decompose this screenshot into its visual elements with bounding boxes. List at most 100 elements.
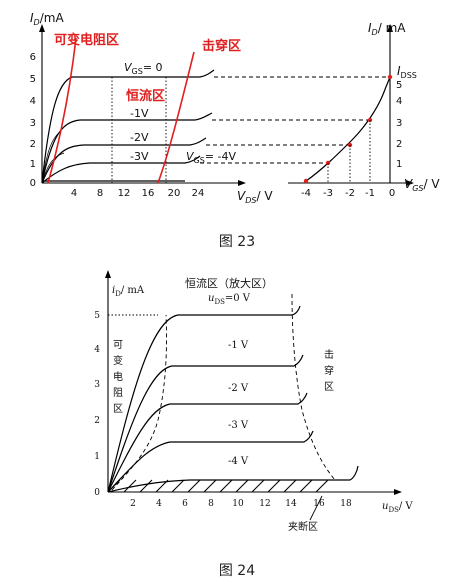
fig23-curve-label-1v: -1V (130, 107, 149, 120)
fig23-left-x-arrow (238, 180, 246, 186)
fig23-right-ylabel: ID/ mA (368, 21, 406, 37)
fig23-curve-label-vgs0: VGS= 0 (124, 61, 163, 76)
fig24-left-region-char: 区 (113, 403, 123, 415)
fig24-left-region-char: 可 (113, 340, 123, 351)
fig23-fine-curve (41, 131, 61, 184)
fig24-xtick: 18 (340, 499, 352, 509)
fig24-xlabel: uDS/ V (382, 501, 413, 514)
fig24-label-uds0: uDS=0 V (208, 293, 251, 306)
fig24-curve-2v (107, 392, 308, 493)
fig24-right-region-char: 击 (324, 349, 334, 361)
fig23-curve-vgs-1 (41, 112, 213, 184)
fig23-left-ytick: 3 (30, 118, 36, 129)
fig23-left-ytick: 0 (30, 178, 36, 189)
fig23-right-y-arrow (387, 24, 393, 32)
fig23-fine-curve (41, 152, 65, 184)
fig23-red-border-breakdown (157, 51, 195, 184)
fig24-curve-label-2v: -2 V (228, 383, 249, 394)
fig23-left-ytick: 4 (30, 96, 36, 107)
fig24-y-arrow (105, 270, 111, 278)
fig23-left-xtick: 4 (71, 188, 77, 199)
fig24: 0 1 2 3 4 5 2 4 6 8 10 12 14 16 18 iD/ m… (94, 270, 413, 533)
fig24-label-constant-current: 恒流区（放大区） (185, 276, 273, 290)
fig23-curve-label-4v: VGS= -4V (186, 150, 236, 165)
fig23-right: -4 -3 -2 -1 0 1 2 3 4 5 IDSS ID/ mA VGS/… (288, 21, 440, 199)
fig24-xtick: 14 (285, 499, 297, 509)
fig23-right-xlabel: VGS/ V (404, 177, 440, 193)
fig23-label-variable-resistance: 可变电阻区 (54, 32, 119, 48)
fig23-left-ylabel: ID/mA (30, 11, 64, 27)
fig24-curve-4v (107, 465, 359, 493)
fig23-left-ytick: 2 (30, 139, 36, 150)
fig24-curve-label-3v: -3 V (228, 420, 249, 431)
fig23-red-border-ohmic (47, 37, 77, 184)
fig23-curve-vgs-2 (41, 137, 207, 184)
fig23-curve-vgs0 (41, 69, 215, 184)
fig23-transfer-curve (305, 76, 391, 182)
fig23-left-xtick: 24 (192, 188, 205, 199)
fig23-left: 0 1 2 3 4 5 6 4 8 12 16 20 24 ID/mA VDS/… (30, 11, 388, 205)
fig24-breakdown-boundary (291, 293, 336, 481)
fig23-curve-label-2v: -2V (130, 131, 149, 144)
fig23-right-ytick: 3 (396, 118, 402, 129)
fig24-ytick: 1 (94, 452, 100, 462)
fig24-xtick: 16 (313, 499, 325, 509)
fig23-right-ytick: 2 (396, 139, 402, 150)
fig24-ytick: 4 (94, 345, 100, 355)
fig23-right-xtick: -3 (323, 188, 333, 199)
fig23-label-breakdown: 击穿区 (202, 38, 241, 54)
fig24-xtick: 4 (156, 499, 162, 509)
fig24-ytick: 3 (94, 380, 100, 390)
fig23-left-y-arrow (39, 24, 45, 32)
fig23-right-ytick: 4 (396, 96, 402, 107)
fig24-left-region-char: 阻 (113, 387, 123, 399)
fig24-xtick: 2 (130, 499, 136, 509)
fig24-x-arrow (394, 489, 402, 495)
fig23-caption: 图 23 (219, 234, 255, 250)
fig24-ytick: 5 (94, 311, 100, 321)
fig23-transfer-point (303, 178, 309, 184)
fig24-pinchoff-boundary (111, 314, 167, 491)
fig23-left-ytick: 1 (30, 159, 36, 170)
fig24-left-region-char: 变 (113, 354, 123, 367)
fig23-right-idss-label: IDSS (397, 64, 417, 80)
fig24-xtick: 6 (182, 499, 188, 509)
fig23-left-ytick: 6 (30, 52, 36, 63)
fig23-left-xlabel: VDS/ V (237, 189, 273, 205)
fig23-right-ytick: 5 (396, 80, 402, 91)
fig23-right-xtick: -4 (301, 188, 311, 199)
fig24-right-region-char: 穿 (324, 364, 334, 377)
fig23-right-xtick: 0 (389, 188, 395, 199)
fig24-left-region-char: 电 (113, 370, 123, 383)
fig23-left-ytick: 5 (30, 74, 36, 85)
fig24-curve-0v (107, 305, 301, 493)
fig23-left-xtick: 16 (142, 188, 155, 199)
fig23-transfer-point (387, 74, 393, 80)
fig24-xtick: 12 (259, 499, 270, 509)
fig24-curve-1v (107, 354, 304, 493)
fig23-left-xtick: 20 (168, 188, 181, 199)
fig24-curve-3v (107, 430, 314, 493)
fig24-curve-label-4v: -4 V (228, 456, 249, 467)
fig24-right-region-char: 区 (324, 381, 334, 393)
fig24-xtick: 8 (208, 499, 214, 509)
fig24-label-pinchoff: 夹断区 (288, 520, 318, 533)
fig24-curve-label-1v: -1 V (228, 340, 249, 351)
fig23-right-ytick: 1 (396, 159, 402, 170)
fig23-curve-label-3v: -3V (130, 150, 149, 163)
fig23-curve-vgs-3 (41, 155, 201, 184)
fig24-pinchoff-pointer (309, 495, 323, 521)
fig24-xtick: 10 (232, 499, 244, 509)
fig24-caption: 图 24 (219, 563, 255, 579)
fig24-ylabel: iD/ mA (112, 285, 145, 298)
fig24-ytick: 2 (94, 416, 100, 426)
fig23-left-xtick: 12 (118, 188, 131, 199)
fig24-ytick: 0 (94, 488, 100, 498)
fig23-right-xtick: -2 (345, 188, 355, 199)
fig24-cutoff-hatch (107, 479, 329, 493)
fig23-right-xtick: -1 (365, 188, 375, 199)
fig23-right-x-arrow (406, 180, 414, 186)
fig23-label-constant-current: 恒流区 (126, 88, 165, 104)
fig23-left-xtick: 8 (97, 188, 103, 199)
